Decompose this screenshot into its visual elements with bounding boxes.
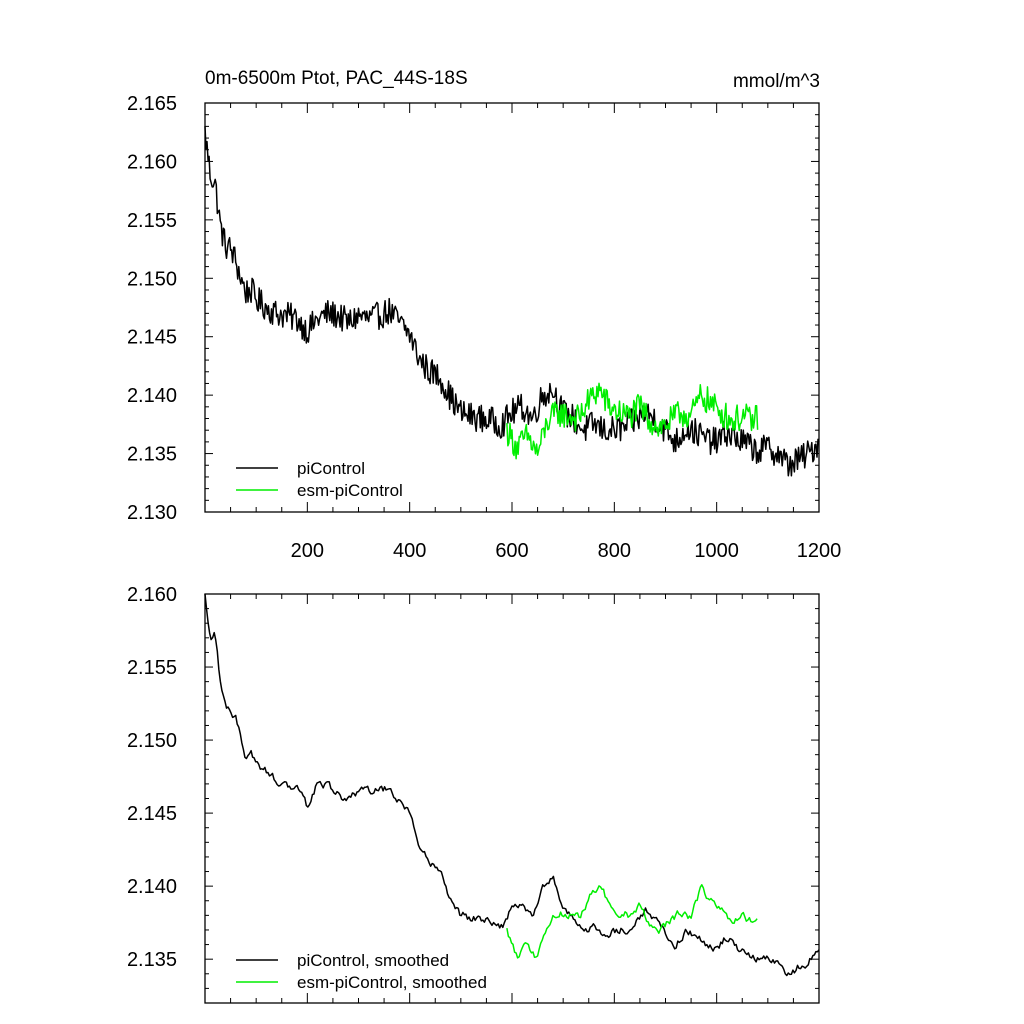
chart-title: 0m-6500m Ptot, PAC_44S-18S [205,68,468,89]
y-tick-label: 2.135 [127,949,177,971]
raw-series-lines [204,126,820,477]
y-tick-label: 2.135 [127,444,177,466]
x-tick-label: 400 [393,540,426,562]
series-line-esm-picontrol [506,382,759,460]
x-tick-label: 1000 [694,540,739,562]
raw-legend: piControl esm-piControl [236,459,403,500]
series-line-picontrol-smoothed [204,593,820,977]
y-tick-label: 2.155 [127,657,177,679]
y-tick-label: 2.150 [127,268,177,290]
y-tick-label: 2.165 [127,93,177,115]
y-tick-label: 2.130 [127,502,177,524]
y-tick-label: 2.150 [127,730,177,752]
x-tick-label: 1200 [797,540,842,562]
y-tick-label: 2.160 [127,151,177,173]
legend-label-esm-picontrol-smoothed: esm-piControl, smoothed [297,973,487,992]
smoothed-axis-ticks: 2.135 2.140 2.145 2.150 2.155 2.160 [127,584,820,1004]
legend-label-picontrol-smoothed: piControl, smoothed [297,951,449,970]
raw-panel: 2.130 2.135 2.140 2.145 2.150 2.155 2.160 2.165… [127,93,841,562]
y-tick-label: 2.160 [127,584,177,606]
smoothed-series-lines [204,593,820,977]
smoothed-legend: piControl, smoothed esm-piControl, smoot… [236,951,487,992]
legend-label-esm-picontrol: esm-piControl [297,481,403,500]
y-tick-label: 2.145 [127,327,177,349]
y-tick-label: 2.140 [127,876,177,898]
y-tick-label: 2.155 [127,210,177,232]
x-tick-label: 600 [495,540,528,562]
x-tick-label: 200 [291,540,324,562]
series-line-esm-picontrol-smoothed [506,884,758,959]
y-tick-label: 2.140 [127,385,177,407]
x-tick-label: 800 [598,540,631,562]
y-tick-label: 2.145 [127,803,177,825]
series-line-picontrol [204,126,820,477]
smoothed-panel: 2.135 2.140 2.145 2.150 2.155 2.160 piControl… [127,584,820,1004]
units-label: mmol/m^3 [733,71,820,92]
legend-label-picontrol: piControl [297,459,365,478]
raw-axis-ticks: 2.130 2.135 2.140 2.145 2.150 2.155 2.160 2.165… [127,93,841,562]
